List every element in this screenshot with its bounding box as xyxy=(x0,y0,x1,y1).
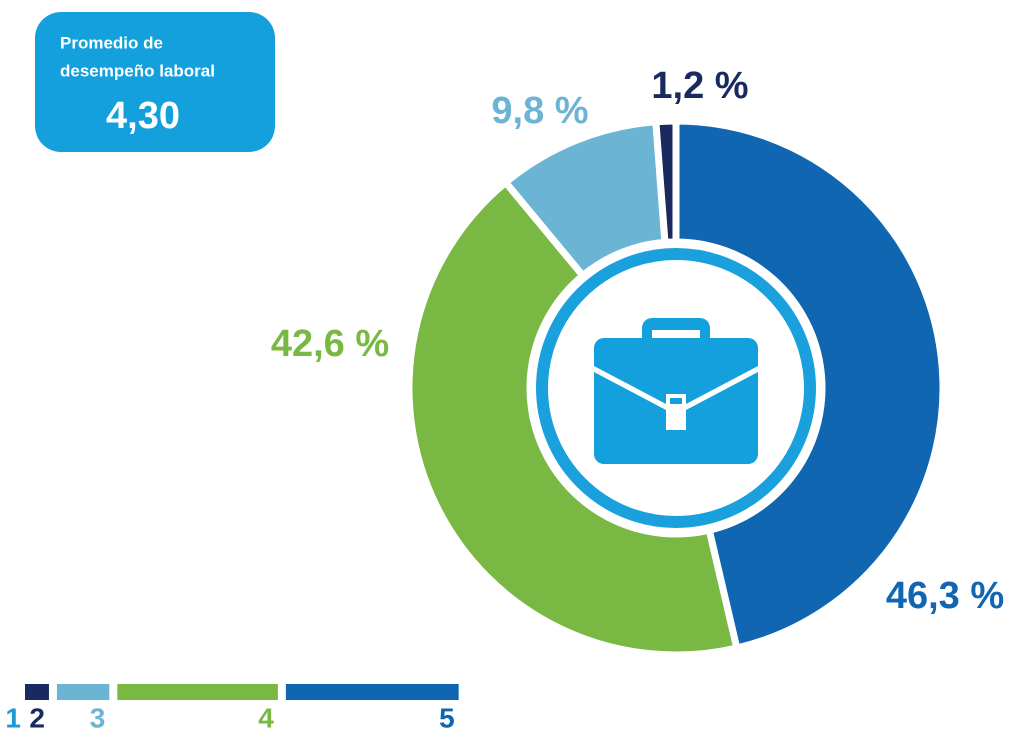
value-label: 42,6 % xyxy=(271,323,389,365)
legend-label: 5 xyxy=(439,702,455,733)
legend-bar xyxy=(25,684,49,700)
badge-value: 4,30 xyxy=(106,95,180,137)
briefcase-icon xyxy=(594,318,758,464)
badge xyxy=(35,12,275,152)
legend-label: 4 xyxy=(258,702,274,733)
donut-slice xyxy=(652,117,680,247)
legend-bar xyxy=(56,684,110,700)
badge-title: desempeño laboral xyxy=(60,61,215,80)
legend-label: 1 xyxy=(5,702,21,733)
value-label: 46,3 % xyxy=(886,575,1004,617)
legend-bar xyxy=(117,684,278,700)
legend-label: 3 xyxy=(90,702,106,733)
value-label: 9,8 % xyxy=(491,90,588,132)
badge-title: Promedio de xyxy=(60,33,163,52)
donut xyxy=(405,117,947,659)
donut-slice xyxy=(672,117,947,653)
legend-label: 2 xyxy=(29,702,45,733)
donut-slice xyxy=(405,177,741,659)
legend-bar xyxy=(285,684,459,700)
value-label: 1,2 % xyxy=(651,65,748,107)
